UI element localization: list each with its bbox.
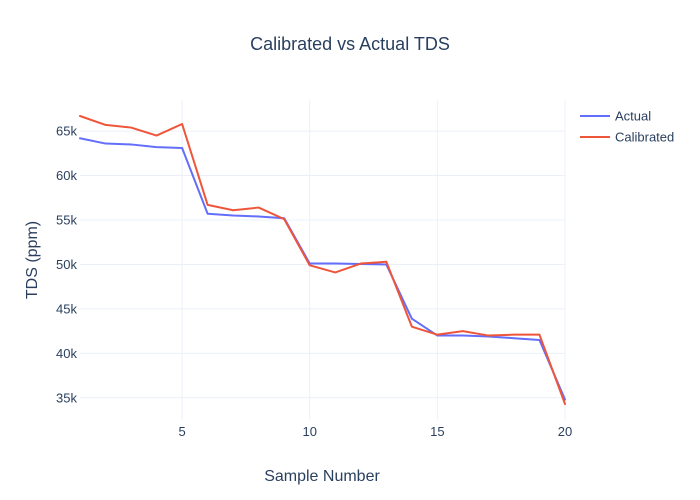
legend-item-calibrated[interactable]: Calibrated bbox=[580, 130, 674, 145]
y-tick-label: 60k bbox=[56, 168, 77, 183]
y-tick-label: 35k bbox=[56, 390, 77, 405]
y-tick-label: 45k bbox=[56, 301, 77, 316]
x-tick-label: 10 bbox=[303, 424, 317, 439]
y-tick-label: 65k bbox=[56, 124, 77, 139]
y-tick-label: 50k bbox=[56, 257, 77, 272]
legend[interactable]: Actual Calibrated bbox=[580, 109, 674, 145]
legend-item-actual[interactable]: Actual bbox=[580, 109, 651, 124]
legend-label: Calibrated bbox=[615, 130, 674, 145]
chart-title: Calibrated vs Actual TDS bbox=[250, 34, 450, 54]
x-tick-label: 20 bbox=[558, 424, 572, 439]
grid-lines bbox=[80, 100, 566, 420]
x-axis-ticks: 5 10 15 20 bbox=[178, 424, 572, 439]
y-axis-ticks: 35k 40k 45k 50k 55k 60k 65k bbox=[56, 124, 77, 406]
series-line-calibrated bbox=[79, 115, 566, 405]
x-axis-title: Sample Number bbox=[264, 468, 380, 485]
series-lines bbox=[79, 115, 566, 405]
x-tick-label: 15 bbox=[430, 424, 444, 439]
x-tick-label: 5 bbox=[178, 424, 185, 439]
y-tick-label: 55k bbox=[56, 213, 77, 228]
legend-label: Actual bbox=[615, 109, 651, 124]
series-line-actual bbox=[79, 137, 566, 401]
y-axis-title: TDS (ppm) bbox=[24, 221, 41, 299]
y-tick-label: 40k bbox=[56, 346, 77, 361]
